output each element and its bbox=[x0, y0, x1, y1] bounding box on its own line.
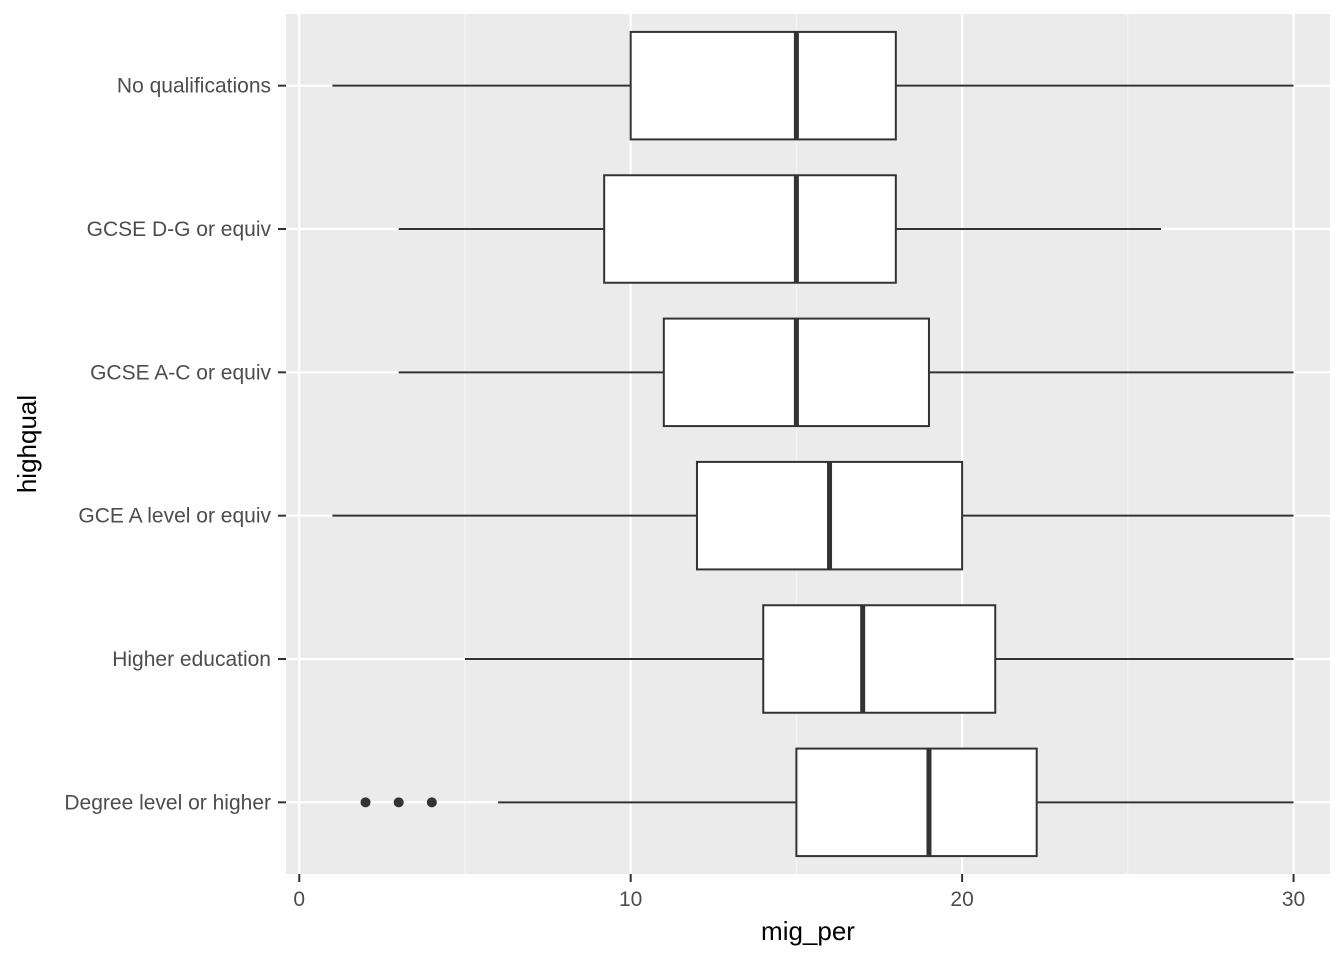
box-iqr bbox=[762, 604, 997, 714]
x-tick-label: 20 bbox=[950, 888, 973, 911]
outlier-point bbox=[360, 797, 371, 808]
box-group bbox=[332, 30, 1294, 141]
axis-layer: No qualifications GCSE D-G or equiv GCSE A… bbox=[64, 75, 1305, 911]
box-group bbox=[398, 317, 1294, 428]
box-group bbox=[464, 604, 1294, 714]
box-group bbox=[332, 460, 1294, 571]
y-tick-label: No qualifications bbox=[117, 75, 271, 98]
plot-panel bbox=[286, 14, 1330, 874]
y-tick-label: GCSE D-G or equiv bbox=[87, 218, 272, 241]
y-tick-label: Degree level or higher bbox=[64, 791, 271, 814]
box-group bbox=[398, 174, 1161, 284]
x-tick-label: 30 bbox=[1282, 888, 1305, 911]
outlier-point bbox=[393, 797, 404, 808]
outlier-point bbox=[426, 797, 437, 808]
box-iqr bbox=[603, 174, 897, 284]
box-iqr bbox=[629, 30, 897, 141]
box-iqr bbox=[795, 747, 1038, 858]
box-layer bbox=[332, 30, 1294, 858]
y-axis-title: highqual bbox=[12, 395, 42, 493]
y-tick-label: Higher education bbox=[112, 648, 271, 671]
box-group bbox=[360, 747, 1294, 858]
y-tick-label: GCSE A-C or equiv bbox=[90, 361, 271, 384]
x-tick-label: 0 bbox=[293, 888, 305, 911]
x-tick-label: 10 bbox=[619, 888, 642, 911]
x-axis-title: mig_per bbox=[761, 916, 855, 946]
y-tick-label: GCE A level or equiv bbox=[78, 505, 271, 528]
